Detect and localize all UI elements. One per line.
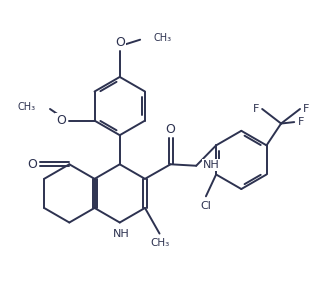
Text: O: O [115, 36, 125, 49]
Text: CH₃: CH₃ [150, 238, 169, 248]
Text: O: O [166, 123, 175, 136]
Text: F: F [253, 104, 259, 114]
Text: NH: NH [203, 160, 219, 170]
Text: NH: NH [113, 229, 130, 239]
Text: O: O [56, 114, 66, 127]
Text: F: F [298, 117, 305, 127]
Text: CH₃: CH₃ [17, 102, 36, 112]
Text: O: O [27, 158, 37, 171]
Text: Cl: Cl [201, 201, 211, 211]
Text: F: F [303, 104, 310, 114]
Text: CH₃: CH₃ [153, 33, 172, 43]
